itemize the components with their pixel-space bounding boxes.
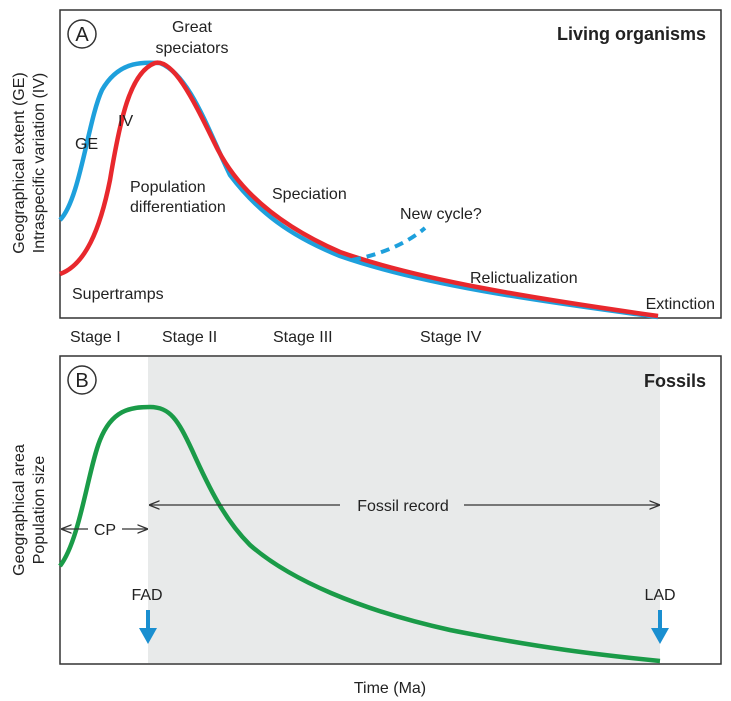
- lad-arrow-icon: [651, 628, 669, 644]
- panel-b-letter-circle: [67, 365, 97, 395]
- iv-curve: [59, 60, 659, 319]
- panel-a: A Living organisms Great speciators GE I…: [11, 9, 722, 320]
- lad-label: LAD: [644, 587, 675, 604]
- panel-b-ylabel-line2: Population size: [31, 456, 48, 565]
- label-iv: IV: [118, 113, 133, 130]
- label-extinction: Extinction: [646, 296, 715, 313]
- label-differentiation: differentiation: [130, 199, 226, 216]
- panel-b-letter: B: [75, 370, 88, 392]
- x-axis-label: Time (Ma): [354, 680, 426, 697]
- label-population: Population: [130, 179, 206, 196]
- label-speciation: Speciation: [272, 186, 347, 203]
- fossil-record-shade: [148, 357, 660, 663]
- stage-iv-label: Stage IV: [420, 329, 482, 346]
- cp-label: CP: [94, 522, 116, 539]
- label-relictualization: Relictualization: [470, 270, 578, 287]
- panel-a-letter-circle: [67, 19, 97, 49]
- panel-a-ylabel-line1: Geographical extent (GE): [11, 72, 28, 253]
- fossil-curve: [58, 404, 661, 664]
- label-supertramps: Supertramps: [72, 286, 164, 303]
- panel-b-title: Fossils: [644, 371, 706, 391]
- stage-labels: Stage I Stage II Stage III Stage IV: [70, 329, 482, 346]
- label-ge: GE: [75, 136, 98, 153]
- fad-arrow-icon: [139, 628, 157, 644]
- fossil-record-label: Fossil record: [357, 498, 449, 515]
- panel-a-ylabel-line2: Intraspecific variation (IV): [31, 73, 48, 254]
- new-cycle-dashed-curve: [351, 226, 427, 262]
- label-great: Great: [172, 19, 213, 36]
- label-speciators: speciators: [156, 40, 229, 57]
- panel-a-letter: A: [75, 24, 89, 46]
- panel-a-title: Living organisms: [557, 24, 706, 44]
- stage-iii-label: Stage III: [273, 329, 333, 346]
- stage-ii-label: Stage II: [162, 329, 217, 346]
- fad-label: FAD: [131, 587, 162, 604]
- stage-i-label: Stage I: [70, 329, 121, 346]
- panel-b: B Fossils CP Fossil record FAD LAD Geogr…: [11, 355, 722, 665]
- panel-b-ylabel-line1: Geographical area: [11, 444, 28, 576]
- label-new-cycle: New cycle?: [400, 206, 482, 223]
